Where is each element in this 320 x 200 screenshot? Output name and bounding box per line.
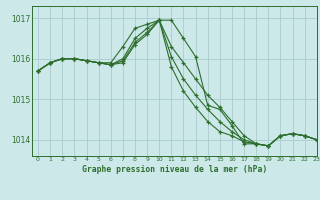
X-axis label: Graphe pression niveau de la mer (hPa): Graphe pression niveau de la mer (hPa) xyxy=(82,165,267,174)
